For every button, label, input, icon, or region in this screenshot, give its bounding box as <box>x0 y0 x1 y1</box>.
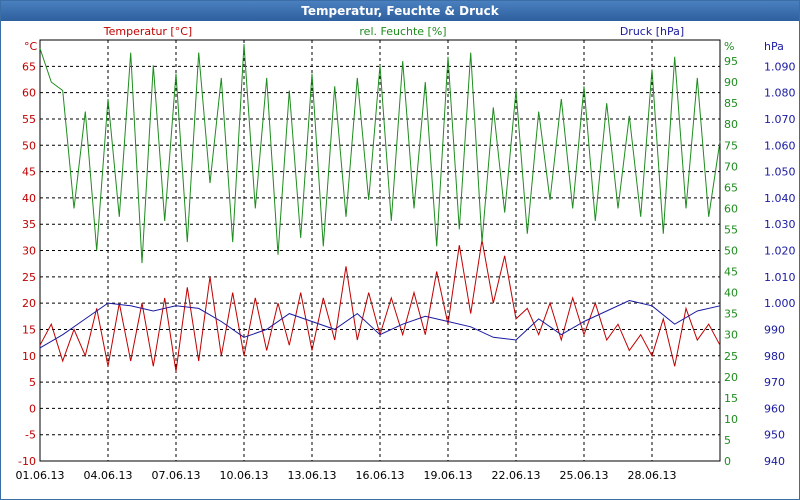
temp-tick-label: 65 <box>22 60 36 73</box>
pressure-tick-label: 1.060 <box>764 139 796 152</box>
humidity-tick-label: 85 <box>724 97 738 110</box>
pressure-tick-label: 1.070 <box>764 113 796 126</box>
temp-tick-label: 55 <box>22 113 36 126</box>
humidity-tick-label: 75 <box>724 139 738 152</box>
window-title: Temperatur, Feuchte & Druck <box>1 1 799 21</box>
pressure-tick-label: 950 <box>764 429 785 442</box>
humidity-tick-label: 60 <box>724 202 738 215</box>
temp-tick-label: 5 <box>29 376 36 389</box>
pressure-tick-label: 960 <box>764 402 785 415</box>
humidity-tick-label: 25 <box>724 350 738 363</box>
pressure-tick-label: 990 <box>764 323 785 336</box>
temp-tick-label: 15 <box>22 323 36 336</box>
temp-tick-label: 20 <box>22 297 36 310</box>
humidity-tick-label: 70 <box>724 160 738 173</box>
temp-tick-label: 50 <box>22 139 36 152</box>
pressure-tick-label: 1.080 <box>764 87 796 100</box>
temp-tick-label: 40 <box>22 192 36 205</box>
humidity-tick-label: 30 <box>724 329 738 342</box>
pressure-tick-label: 1.030 <box>764 218 796 231</box>
pressure-tick-label: 1.040 <box>764 192 796 205</box>
humidity-tick-label: 20 <box>724 371 738 384</box>
humidity-tick-label: 15 <box>724 392 738 405</box>
temp-tick-label: 30 <box>22 245 36 258</box>
axis-ticks: -10 -5 0 5 10 15 20 25 30 35 40 45 50 55 60 65 0 5 10 15 20 2… <box>16 55 796 482</box>
pressure-tick-label: 970 <box>764 376 785 389</box>
temp-tick-label: 0 <box>29 402 36 415</box>
temp-axis-title: Temperatur [°C] <box>103 25 192 38</box>
pressure-tick-label: 1.020 <box>764 245 796 258</box>
temp-unit-label: °C <box>24 40 38 53</box>
humidity-tick-label: 35 <box>724 308 738 321</box>
date-tick-label: 04.06.13 <box>84 469 133 482</box>
temp-tick-label: 35 <box>22 218 36 231</box>
humidity-tick-label: 10 <box>724 413 738 426</box>
humidity-tick-label: 5 <box>724 434 731 447</box>
humidity-unit-label: % <box>724 40 734 53</box>
temp-tick-label: 45 <box>22 166 36 179</box>
series-line-humidity <box>39 44 721 264</box>
temp-tick-label: 60 <box>22 87 36 100</box>
pressure-axis-title: Druck [hPa] <box>620 25 684 38</box>
humidity-tick-label: 95 <box>724 55 738 68</box>
pressure-tick-label: 1.050 <box>764 166 796 179</box>
date-tick-label: 28.06.13 <box>628 469 677 482</box>
series-lines <box>39 44 721 372</box>
date-tick-label: 10.06.13 <box>220 469 269 482</box>
humidity-axis-title: rel. Feuchte [%] <box>359 25 446 38</box>
date-tick-label: 01.06.13 <box>16 469 65 482</box>
date-tick-label: 22.06.13 <box>492 469 541 482</box>
pressure-unit-label: hPa <box>764 40 784 53</box>
grid-lines <box>40 40 720 461</box>
pressure-tick-label: 1.000 <box>764 297 796 310</box>
humidity-tick-label: 45 <box>724 266 738 279</box>
temp-tick-label: 10 <box>22 350 36 363</box>
temp-tick-label: 25 <box>22 271 36 284</box>
date-tick-label: 13.06.13 <box>288 469 337 482</box>
humidity-tick-label: 0 <box>724 455 731 468</box>
date-tick-label: 19.06.13 <box>424 469 473 482</box>
date-tick-label: 07.06.13 <box>152 469 201 482</box>
pressure-tick-label: 1.010 <box>764 271 796 284</box>
humidity-tick-label: 55 <box>724 223 738 236</box>
temp-tick-label: -5 <box>25 429 36 442</box>
date-tick-label: 25.06.13 <box>560 469 609 482</box>
humidity-tick-label: 50 <box>724 245 738 258</box>
pressure-tick-label: 940 <box>764 455 785 468</box>
humidity-tick-label: 80 <box>724 118 738 131</box>
humidity-tick-label: 40 <box>724 287 738 300</box>
humidity-tick-label: 65 <box>724 181 738 194</box>
series-line-pressure <box>39 299 721 349</box>
humidity-tick-label: 90 <box>724 76 738 89</box>
pressure-tick-label: 1.090 <box>764 60 796 73</box>
pressure-tick-label: 980 <box>764 350 785 363</box>
temp-tick-label: -10 <box>18 455 36 468</box>
date-tick-label: 16.06.13 <box>356 469 405 482</box>
